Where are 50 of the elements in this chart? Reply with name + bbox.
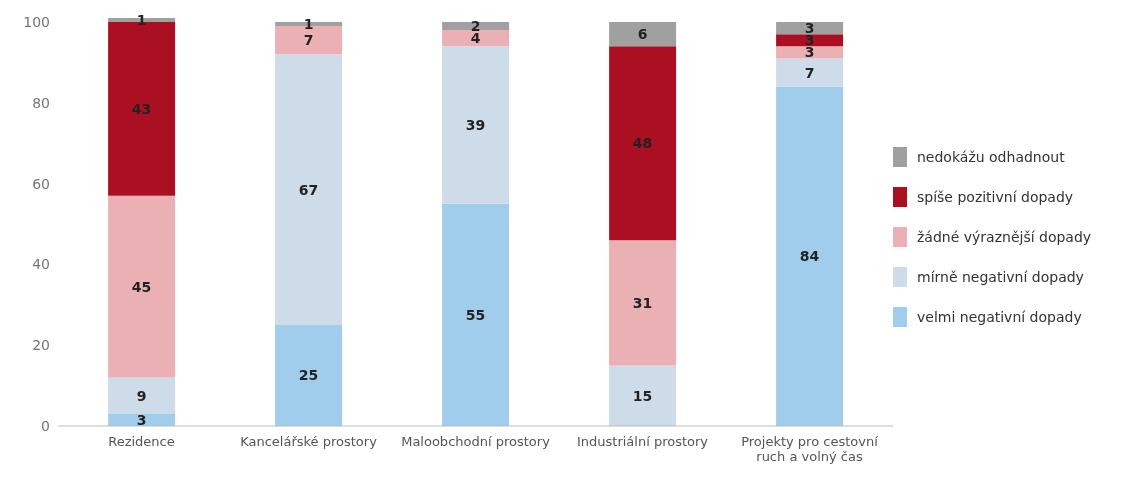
data-label: 67: [298, 181, 319, 198]
data-label: 7: [804, 64, 815, 81]
legend-label: velmi negativní dopady: [917, 309, 1082, 325]
legend-label: spíše pozitivní dopady: [917, 189, 1074, 205]
bar: [609, 240, 677, 366]
data-label: 3: [804, 44, 815, 61]
bar: [442, 203, 510, 426]
data-label: 55: [465, 306, 486, 323]
data-label: 3: [136, 411, 147, 428]
y-tick-label: 80: [32, 94, 50, 111]
bar: [776, 58, 844, 87]
data-label: 4: [470, 30, 481, 47]
x-tick-label: Maloobchodní prostory: [401, 434, 551, 449]
y-tick-label: 60: [32, 175, 50, 192]
bar: [609, 22, 677, 47]
bar: [609, 46, 677, 241]
x-tick-label: Projekty pro cestovní ruch a volný čas: [741, 434, 879, 464]
data-label: 6: [637, 26, 648, 43]
data-label: 43: [131, 100, 152, 117]
data-label: 25: [298, 367, 319, 384]
bar: [776, 22, 844, 35]
data-label: 7: [303, 32, 314, 49]
bar: [442, 46, 510, 204]
bar: [776, 34, 844, 47]
y-tick-label: 0: [41, 417, 50, 434]
data-label: 15: [632, 387, 653, 404]
data-label: 9: [136, 387, 147, 404]
data-label: 31: [632, 294, 653, 311]
x-tick-label: Rezidence: [108, 434, 175, 449]
data-label: 84: [799, 248, 820, 265]
legend-label: mírně negativní dopady: [917, 269, 1084, 285]
bar: [275, 54, 343, 326]
bar: [442, 22, 510, 31]
x-tick-label: Kancelářské prostory: [240, 434, 378, 449]
bar: [108, 195, 176, 378]
y-tick-label: 100: [23, 14, 50, 31]
data-label: 39: [465, 117, 486, 134]
legend-label: nedokážu odhadnout: [917, 149, 1065, 165]
bar: [609, 365, 677, 426]
y-tick-label: 20: [32, 337, 50, 354]
bar: [275, 325, 343, 426]
bar: [776, 46, 844, 59]
data-label: 48: [632, 135, 653, 152]
data-label: 45: [131, 278, 152, 295]
x-tick-label: Industriální prostory: [576, 434, 709, 449]
bar: [442, 30, 510, 47]
bar: [776, 86, 844, 426]
y-tick-label: 40: [32, 256, 50, 273]
legend-label: žádné výraznější dopady: [917, 229, 1092, 245]
bar: [108, 377, 176, 414]
